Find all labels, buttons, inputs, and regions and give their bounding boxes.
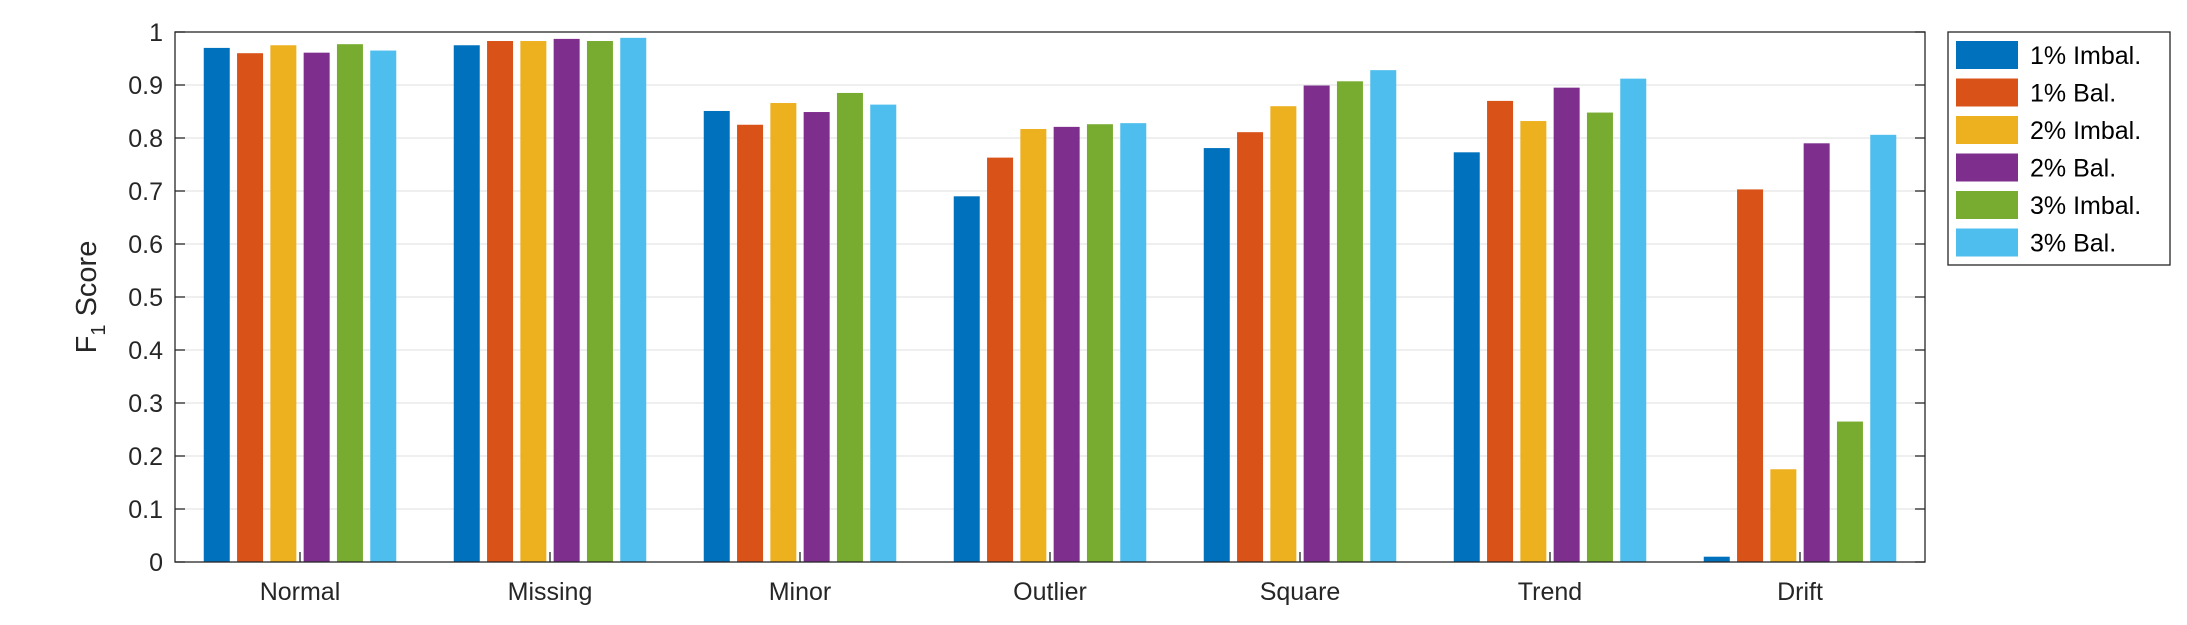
bar bbox=[303, 52, 330, 563]
legend-swatch bbox=[1956, 191, 2018, 219]
legend-swatch bbox=[1956, 41, 2018, 69]
bar bbox=[1203, 148, 1230, 562]
bar bbox=[1020, 128, 1047, 563]
bar bbox=[586, 41, 613, 562]
y-axis-ticks: 0 0.1 0.2 0.3 0.4 0.5 0.6 0.7 0.8 0.9 1 bbox=[128, 19, 1925, 577]
bar bbox=[553, 38, 580, 562]
bar bbox=[1086, 124, 1113, 562]
bar bbox=[1453, 152, 1480, 562]
bar bbox=[703, 110, 730, 562]
bar bbox=[1586, 112, 1613, 562]
x-tick-label: Missing bbox=[508, 578, 593, 606]
bar bbox=[1270, 106, 1297, 562]
legend-label: 3% Bal. bbox=[2030, 230, 2116, 258]
y-axis-label-suffix: Score bbox=[71, 241, 103, 325]
bar bbox=[1237, 132, 1264, 563]
bar bbox=[1703, 556, 1730, 562]
y-tick-label: 0.6 bbox=[128, 231, 163, 259]
x-axis-ticks: Normal Missing Minor Outlier Square Trend Drif… bbox=[260, 552, 1823, 606]
bar bbox=[487, 41, 514, 562]
legend-box bbox=[1947, 31, 2171, 266]
y-tick-label: 0.3 bbox=[128, 390, 163, 418]
bar bbox=[737, 124, 764, 562]
bar bbox=[1370, 70, 1397, 562]
y-tick-label: 0.2 bbox=[128, 443, 163, 471]
y-axis-label-main: F bbox=[71, 336, 103, 354]
legend-label: 1% Bal. bbox=[2030, 80, 2116, 108]
bar bbox=[1620, 78, 1647, 562]
legend-label: 2% Imbal. bbox=[2030, 117, 2141, 145]
bar bbox=[770, 103, 797, 563]
bar bbox=[1836, 421, 1863, 562]
legend-swatch bbox=[1956, 78, 2018, 107]
bar bbox=[370, 50, 397, 563]
bar bbox=[836, 92, 863, 562]
bar bbox=[270, 45, 297, 562]
bar bbox=[1336, 81, 1363, 562]
y-tick-label: 0.8 bbox=[128, 125, 163, 153]
y-axis-label: F1 Score bbox=[71, 241, 110, 354]
y-tick-label: 0.9 bbox=[128, 72, 163, 100]
bar bbox=[203, 47, 230, 562]
y-tick-label: 1 bbox=[149, 19, 163, 47]
bar bbox=[1487, 100, 1514, 563]
x-tick-label: Outlier bbox=[1013, 578, 1087, 606]
bar bbox=[1120, 123, 1147, 562]
bar bbox=[803, 112, 830, 562]
legend-swatch bbox=[1956, 116, 2018, 144]
legend-swatch bbox=[1956, 228, 2018, 257]
x-tick-label: Square bbox=[1260, 578, 1341, 606]
bar bbox=[520, 41, 547, 562]
bar bbox=[336, 44, 363, 562]
y-tick-label: 0.5 bbox=[128, 284, 163, 312]
bar bbox=[1770, 469, 1797, 562]
bar bbox=[453, 45, 480, 562]
y-axis-label-subscript: 1 bbox=[88, 324, 110, 335]
x-tick-label: Drift bbox=[1777, 578, 1823, 606]
legend-label: 1% Imbal. bbox=[2030, 42, 2141, 70]
bar bbox=[1803, 143, 1830, 563]
bar bbox=[870, 104, 897, 563]
bar bbox=[953, 196, 980, 563]
y-tick-label: 0.1 bbox=[128, 496, 163, 524]
bar bbox=[620, 37, 647, 562]
bar bbox=[1053, 126, 1080, 563]
bar bbox=[1303, 85, 1330, 562]
bar bbox=[1737, 189, 1764, 562]
x-tick-label: Trend bbox=[1518, 578, 1582, 606]
legend-label: 3% Imbal. bbox=[2030, 192, 2141, 220]
y-tick-label: 0 bbox=[149, 549, 163, 577]
y-tick-label: 0.4 bbox=[128, 337, 163, 365]
bar bbox=[1553, 87, 1580, 563]
bar bbox=[1520, 121, 1547, 562]
y-tick-label: 0.7 bbox=[128, 178, 163, 206]
legend-swatch bbox=[1956, 153, 2018, 182]
legend: 1% Imbal. 1% Bal. 2% Imbal. 2% Bal. 3% Imbal… bbox=[1947, 31, 2171, 266]
bar bbox=[987, 157, 1014, 563]
bar bbox=[237, 53, 264, 562]
x-tick-label: Minor bbox=[769, 578, 832, 606]
legend-label: 2% Bal. bbox=[2030, 155, 2116, 183]
bar bbox=[1870, 134, 1897, 562]
bars bbox=[203, 37, 1897, 563]
x-tick-label: Normal bbox=[260, 578, 341, 606]
